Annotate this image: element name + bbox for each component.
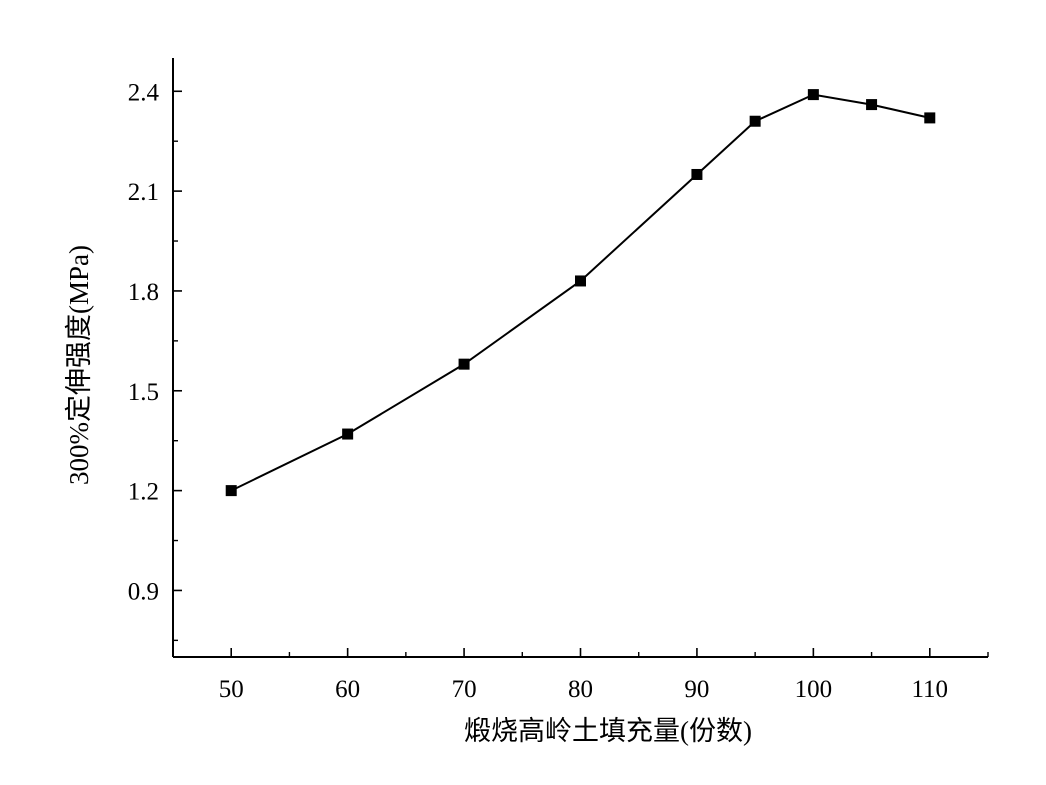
data-point (575, 275, 586, 287)
data-point (924, 112, 936, 124)
x-tick-label: 100 (795, 676, 833, 703)
data-point (342, 428, 354, 440)
y-tick-label: 1.2 (128, 479, 159, 506)
ticks: 0.9 1.2 1.5 1.8 2.1 2.4 50 60 70 80 90 100 110 (128, 79, 989, 703)
y-tick-label: 1.5 (128, 379, 159, 406)
y-tick-label: 2.1 (128, 179, 159, 206)
data-point (225, 485, 237, 497)
data-point (807, 89, 819, 101)
data-point (691, 168, 703, 180)
x-axis-title: 煅烧高岭土填充量(份数) (464, 716, 752, 746)
x-tick-label: 60 (335, 676, 360, 703)
y-tick-label: 0.9 (128, 578, 159, 605)
x-tick-label: 110 (911, 676, 948, 703)
x-tick-label: 90 (684, 676, 709, 703)
x-tick-label: 70 (452, 676, 477, 703)
data-point (458, 358, 470, 370)
data-point (866, 99, 878, 111)
y-tick-label: 1.8 (128, 279, 159, 306)
y-tick-label: 2.4 (128, 79, 160, 106)
data-point (749, 115, 761, 127)
x-tick-label: 80 (568, 676, 593, 703)
y-axis-title: 300%定伸强度(MPa) (64, 245, 94, 485)
axes (172, 58, 988, 658)
x-tick-label: 50 (219, 676, 244, 703)
series-line (230, 93, 931, 492)
series (225, 89, 936, 497)
